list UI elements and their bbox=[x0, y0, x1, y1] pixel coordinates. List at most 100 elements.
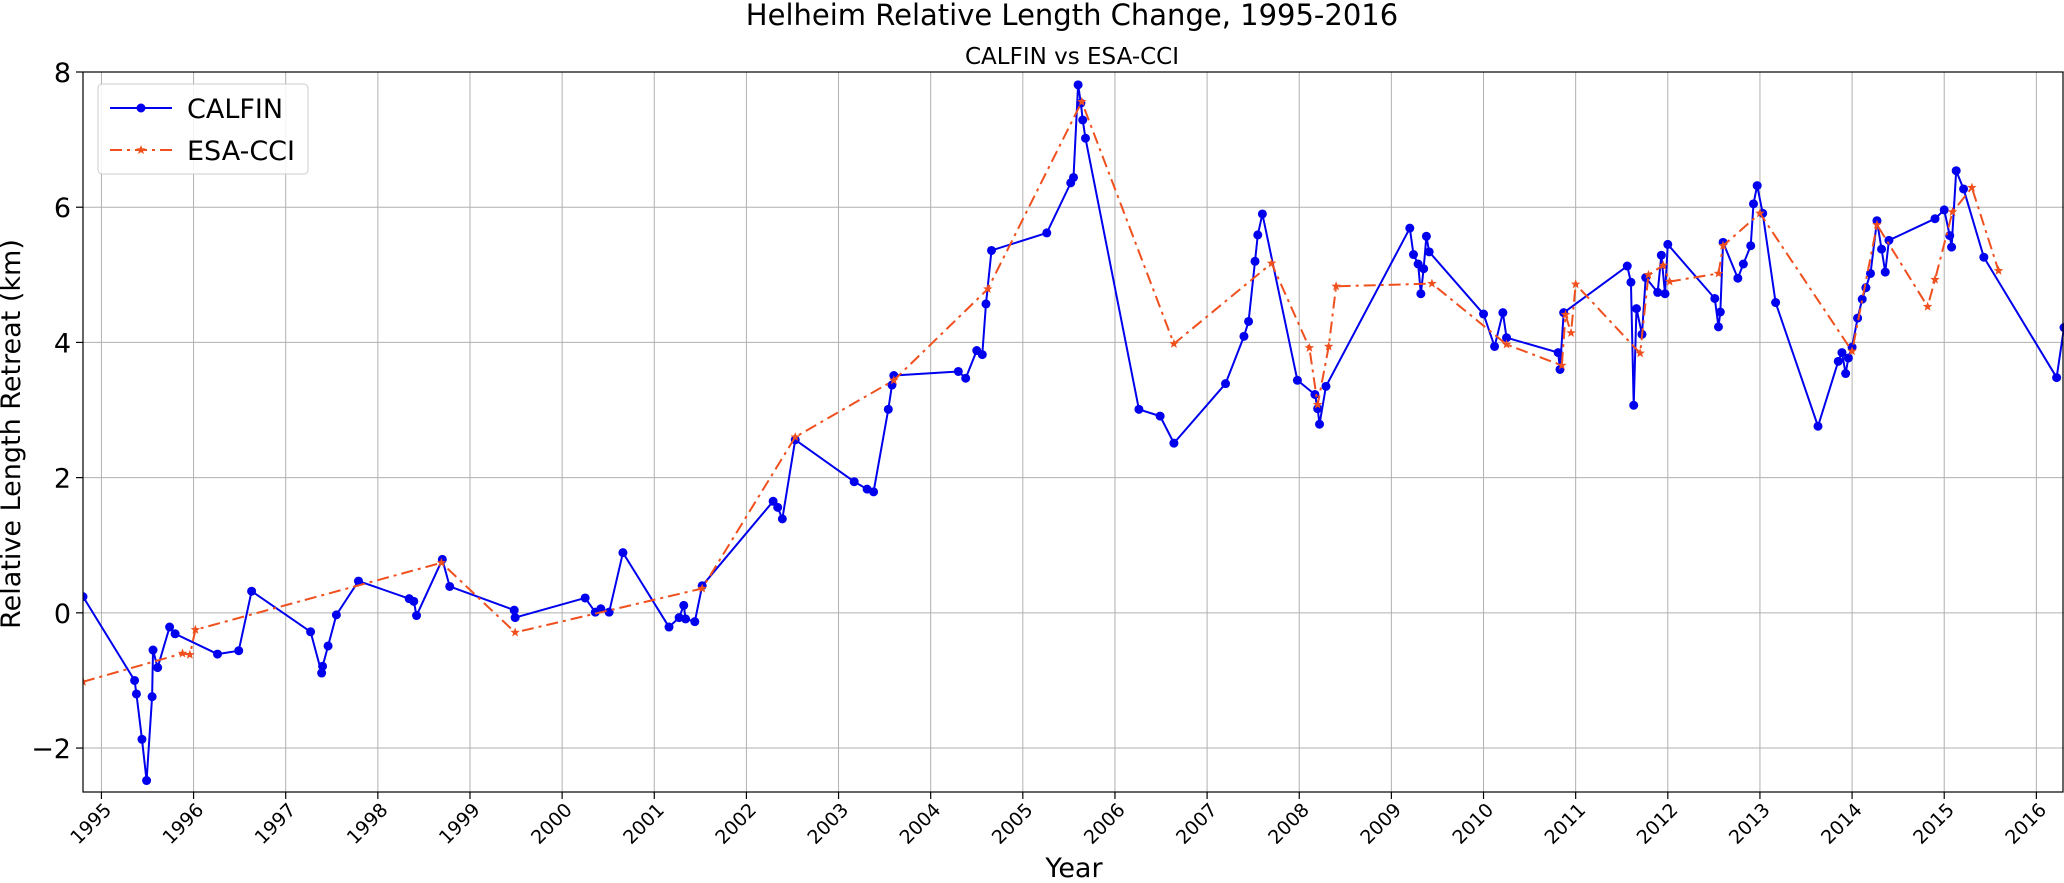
plot-frame bbox=[82, 71, 2064, 793]
legend-label-esa-cci: ESA-CCI bbox=[187, 136, 295, 167]
data-point-esa-cci bbox=[1266, 258, 1277, 268]
x-tick-label: 2016 bbox=[2001, 799, 2051, 849]
data-point-esa-cci bbox=[1755, 208, 1765, 218]
data-point-esa-cci bbox=[510, 627, 520, 637]
data-point-calfin bbox=[1244, 316, 1254, 326]
x-tick-label: 2012 bbox=[1633, 799, 1683, 849]
data-point-esa-cci bbox=[1872, 219, 1882, 229]
x-tick-label: 2004 bbox=[896, 799, 946, 849]
data-point-calfin bbox=[1930, 214, 1940, 224]
data-point-esa-cci bbox=[1304, 342, 1315, 352]
data-point-esa-cci bbox=[1331, 281, 1341, 291]
data-point-esa-cci bbox=[1566, 327, 1576, 337]
data-point-calfin bbox=[1748, 199, 1758, 209]
data-point-esa-cci bbox=[889, 375, 899, 385]
data-point-esa-cci bbox=[1560, 309, 1571, 319]
x-tick-label: 2007 bbox=[1172, 799, 1222, 849]
legend-box bbox=[97, 83, 309, 175]
chart-title: Helheim Relative Length Change, 1995-201… bbox=[746, 0, 1398, 32]
data-point-calfin bbox=[1813, 421, 1823, 431]
data-point-calfin bbox=[849, 477, 859, 487]
data-point-calfin bbox=[1257, 209, 1267, 219]
series-layer bbox=[83, 80, 2064, 786]
data-point-calfin bbox=[1221, 379, 1231, 389]
x-tick-label: 2005 bbox=[988, 799, 1038, 849]
data-point-calfin bbox=[869, 487, 879, 497]
data-point-calfin bbox=[247, 586, 257, 596]
data-point-calfin bbox=[887, 380, 897, 390]
data-point-calfin bbox=[1884, 235, 1894, 245]
data-point-calfin bbox=[1877, 244, 1887, 254]
data-point-calfin bbox=[981, 299, 991, 309]
data-point-esa-cci bbox=[1570, 279, 1581, 289]
data-point-calfin bbox=[318, 661, 328, 671]
data-point-calfin bbox=[1321, 381, 1331, 391]
data-point-calfin bbox=[1631, 304, 1641, 314]
x-tick-label: 2001 bbox=[619, 799, 669, 849]
data-point-calfin bbox=[148, 645, 158, 655]
data-point-calfin bbox=[1292, 375, 1302, 385]
data-point-calfin bbox=[883, 404, 893, 414]
data-point-calfin bbox=[986, 245, 996, 255]
data-point-calfin bbox=[1833, 356, 1843, 366]
data-point-calfin bbox=[170, 629, 180, 639]
data-point-calfin bbox=[1134, 404, 1144, 414]
data-point-esa-cci bbox=[1664, 276, 1675, 286]
data-point-esa-cci bbox=[1312, 399, 1323, 409]
data-point-calfin bbox=[1660, 289, 1670, 299]
data-point-calfin bbox=[1502, 333, 1512, 343]
data-point-calfin bbox=[131, 689, 141, 699]
data-point-calfin bbox=[1715, 307, 1725, 317]
data-point-calfin bbox=[1843, 353, 1853, 363]
data-point-calfin bbox=[1553, 348, 1563, 358]
data-point-calfin bbox=[1959, 184, 1969, 194]
data-point-calfin bbox=[165, 622, 175, 632]
series-calfin bbox=[83, 80, 2064, 786]
data-point-calfin bbox=[1653, 287, 1663, 297]
data-point-calfin bbox=[1421, 231, 1431, 241]
data-point-esa-cci bbox=[1922, 301, 1933, 311]
data-point-esa-cci bbox=[436, 557, 447, 567]
data-point-esa-cci bbox=[1658, 260, 1668, 270]
data-point-calfin bbox=[1622, 261, 1632, 271]
data-point-calfin bbox=[1866, 268, 1876, 278]
data-point-calfin bbox=[1416, 289, 1426, 299]
x-tick-label: 2000 bbox=[527, 799, 577, 849]
data-point-calfin bbox=[1939, 205, 1949, 215]
data-point-calfin bbox=[961, 373, 971, 383]
x-tick-label: 2015 bbox=[1909, 799, 1959, 849]
data-point-calfin bbox=[1746, 241, 1756, 251]
data-point-esa-cci bbox=[1930, 274, 1940, 284]
data-point-calfin bbox=[1880, 267, 1890, 277]
data-point-esa-cci bbox=[983, 284, 993, 294]
data-point-calfin bbox=[1837, 348, 1847, 358]
y-tick-label: 0 bbox=[54, 599, 71, 630]
data-point-esa-cci bbox=[697, 583, 707, 593]
data-point-calfin bbox=[445, 581, 455, 591]
data-point-esa-cci bbox=[1635, 348, 1645, 358]
x-tick-label: 2014 bbox=[1817, 799, 1867, 849]
data-point-calfin bbox=[409, 596, 419, 606]
x-tick-label: 2008 bbox=[1264, 799, 1314, 849]
data-point-calfin bbox=[317, 668, 327, 678]
x-tick-label: 2002 bbox=[711, 799, 761, 849]
data-point-calfin bbox=[1069, 172, 1078, 182]
y-tick-label: 6 bbox=[54, 193, 71, 224]
data-point-calfin bbox=[1656, 250, 1666, 260]
x-tick-label: 2011 bbox=[1541, 799, 1591, 849]
data-point-calfin bbox=[1498, 308, 1508, 318]
data-point-calfin bbox=[1841, 369, 1851, 379]
data-point-calfin bbox=[679, 600, 689, 610]
data-point-calfin bbox=[510, 613, 520, 623]
data-point-esa-cci bbox=[1323, 341, 1334, 351]
data-point-calfin bbox=[130, 675, 140, 685]
y-axis-label: Relative Length Retreat (km) bbox=[0, 239, 27, 629]
data-point-esa-cci bbox=[177, 648, 188, 658]
x-axis-label: Year bbox=[1044, 853, 1103, 883]
data-point-esa-cci bbox=[1427, 278, 1437, 288]
data-point-calfin bbox=[664, 622, 674, 632]
y-tick-label: −2 bbox=[31, 734, 71, 765]
x-tick-label: 2009 bbox=[1356, 799, 1406, 849]
data-point-calfin bbox=[1250, 256, 1260, 266]
